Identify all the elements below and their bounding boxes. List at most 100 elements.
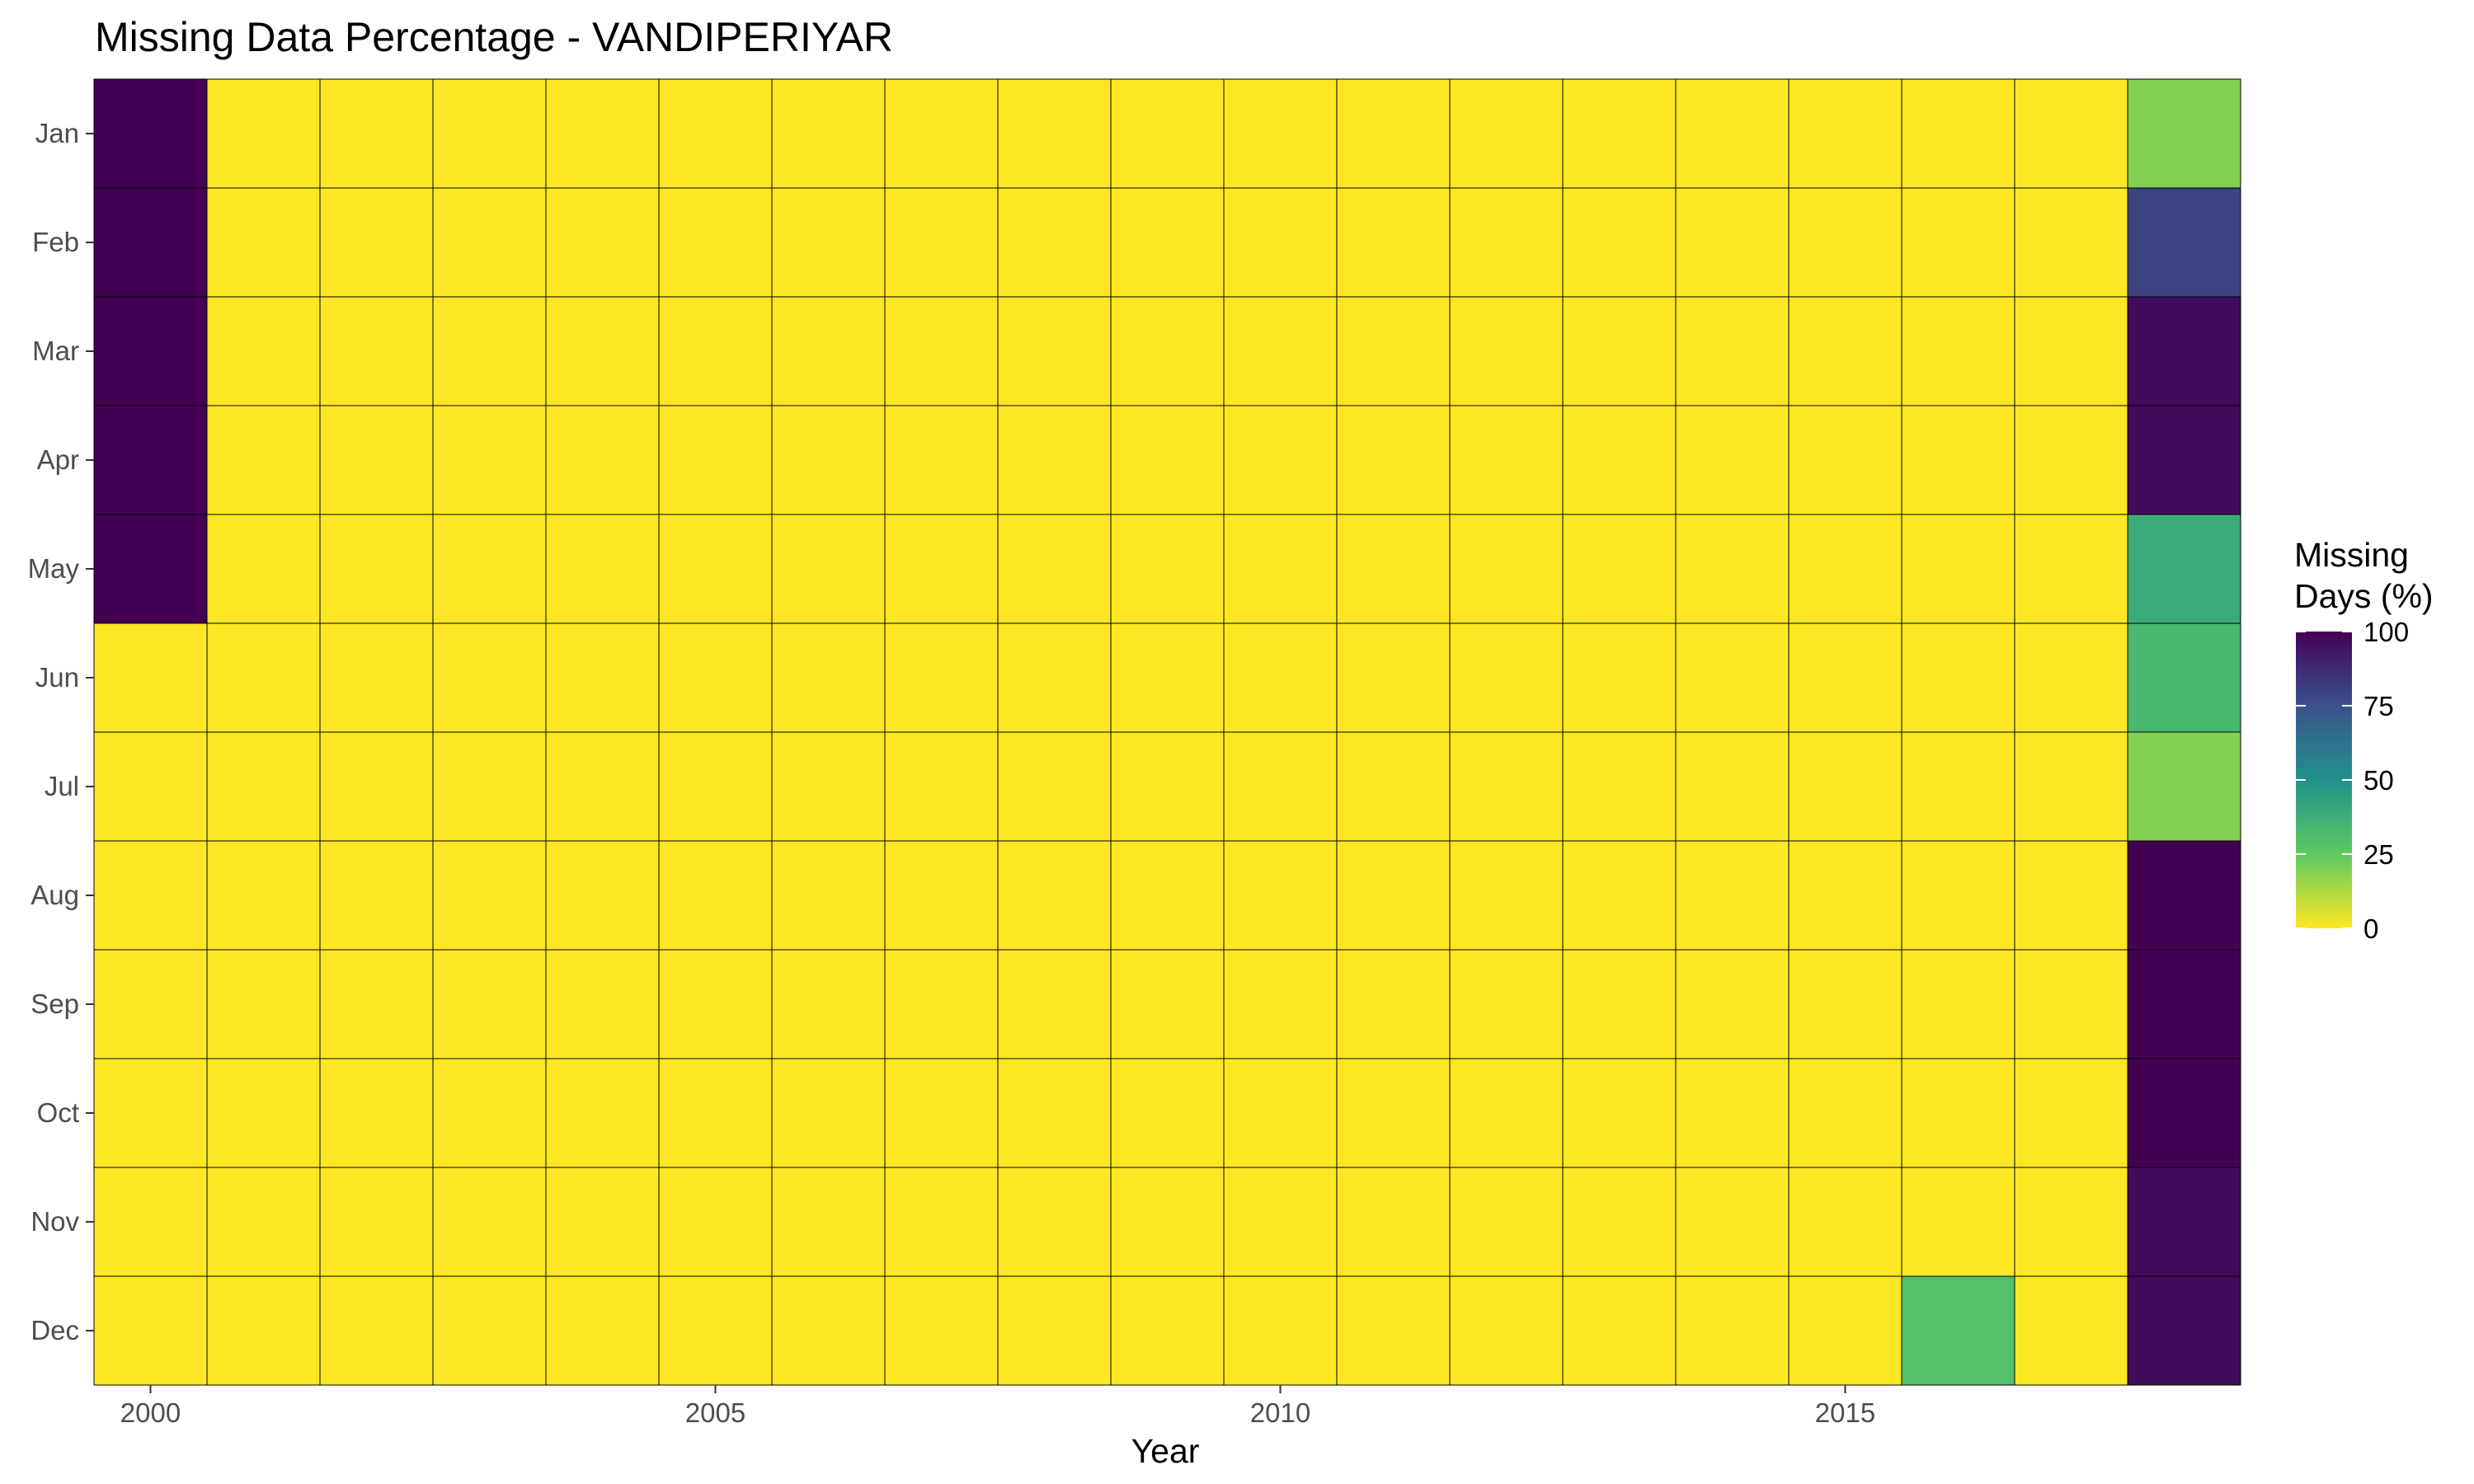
heatmap-cell: [93, 405, 208, 515]
heatmap-cell: [2127, 840, 2241, 951]
heatmap-cell: [658, 405, 773, 515]
heatmap-cell: [545, 405, 660, 515]
heatmap-cell: [432, 296, 547, 406]
heatmap-cell: [206, 405, 321, 515]
heatmap-cell: [206, 296, 321, 406]
heatmap-cell: [206, 731, 321, 842]
heatmap-cell: [1788, 1058, 1903, 1168]
heatmap-cell: [1449, 187, 1564, 298]
heatmap-cell: [319, 840, 434, 951]
heatmap-cell: [1675, 405, 1790, 515]
heatmap-cell: [1336, 187, 1451, 298]
heatmap-cell: [1223, 187, 1338, 298]
legend-title-line-1: Missing: [2294, 536, 2409, 574]
heatmap-cell: [2127, 731, 2241, 842]
heatmap-cell: [884, 622, 999, 733]
heatmap-cell: [1675, 1167, 1790, 1277]
heatmap-cell: [432, 1275, 547, 1386]
x-tick-label: 2015: [1815, 1397, 1875, 1428]
heatmap-cell: [658, 296, 773, 406]
y-tick-label: Aug: [31, 880, 79, 910]
heatmap-cell: [1110, 296, 1225, 406]
heatmap-cell: [1788, 731, 1903, 842]
heatmap-cell: [545, 840, 660, 951]
heatmap-cell: [1788, 405, 1903, 515]
heatmap-cell: [997, 949, 1112, 1059]
heatmap-cell: [658, 514, 773, 624]
heatmap-cell: [432, 405, 547, 515]
heatmap-cell: [1562, 1058, 1677, 1168]
heatmap-cell: [2014, 949, 2128, 1059]
heatmap-cell: [658, 949, 773, 1059]
heatmap-cell: [1901, 1167, 2015, 1277]
heatmap-cell: [2014, 622, 2128, 733]
heatmap-cell: [545, 78, 660, 189]
heatmap-cell: [884, 1167, 999, 1277]
heatmap-cell: [1110, 1058, 1225, 1168]
heatmap-cell: [2127, 1058, 2241, 1168]
heatmap-cell: [771, 187, 886, 298]
heatmap-cell: [658, 78, 773, 189]
heatmap-cell: [1901, 1058, 2015, 1168]
heatmap-cell: [2127, 405, 2241, 515]
heatmap-cell: [545, 514, 660, 624]
heatmap-cell: [997, 405, 1112, 515]
heatmap-cell: [206, 840, 321, 951]
heatmap-cell: [884, 514, 999, 624]
heatmap-cell: [1788, 1167, 1903, 1277]
heatmap-cell: [206, 514, 321, 624]
heatmap-cell: [1901, 840, 2015, 951]
heatmap-cell: [1336, 949, 1451, 1059]
heatmap-cell: [1223, 296, 1338, 406]
heatmap-cell: [1223, 1167, 1338, 1277]
heatmap-cell: [1675, 514, 1790, 624]
y-axis: Jan Feb Mar Apr May Jun Jul Aug Sep Oct Nov Dec: [28, 118, 94, 1345]
heatmap-cell: [1223, 78, 1338, 189]
heatmap-cell: [319, 622, 434, 733]
heatmap-cell: [1110, 187, 1225, 298]
heatmap-cell: [997, 1058, 1112, 1168]
heatmap-cell: [884, 405, 999, 515]
heatmap-cell: [771, 405, 886, 515]
heatmap-cell: [1562, 840, 1677, 951]
heatmap-cell: [432, 949, 547, 1059]
heatmap-cells: [93, 78, 2241, 1386]
heatmap-cell: [2014, 1058, 2128, 1168]
heatmap-cell: [1901, 405, 2015, 515]
heatmap-cell: [432, 731, 547, 842]
heatmap-cell: [884, 78, 999, 189]
heatmap-cell: [1449, 1167, 1564, 1277]
heatmap-cell: [1562, 1167, 1677, 1277]
heatmap-cell: [93, 1167, 208, 1277]
heatmap-cell: [1788, 296, 1903, 406]
heatmap-cell: [206, 187, 321, 298]
heatmap-cell: [1675, 187, 1790, 298]
heatmap-cell: [319, 187, 434, 298]
heatmap-cell: [319, 949, 434, 1059]
heatmap-cell: [771, 78, 886, 189]
heatmap-cell: [997, 840, 1112, 951]
heatmap-cell: [206, 1275, 321, 1386]
heatmap-cell: [1562, 949, 1677, 1059]
heatmap-cell: [1449, 405, 1564, 515]
heatmap-cell: [93, 514, 208, 624]
y-tick-label: Sep: [31, 989, 79, 1019]
heatmap-cell: [432, 514, 547, 624]
heatmap-cell: [1788, 1275, 1903, 1386]
heatmap-cell: [1788, 840, 1903, 951]
heatmap-cell: [1110, 405, 1225, 515]
heatmap-cell: [1788, 514, 1903, 624]
heatmap-cell: [1336, 840, 1451, 951]
heatmap-cell: [1449, 622, 1564, 733]
heatmap-cell: [2014, 78, 2128, 189]
y-tick-label: Dec: [31, 1315, 79, 1345]
heatmap-cell: [1336, 1167, 1451, 1277]
heatmap-cell: [432, 840, 547, 951]
heatmap-cell: [1336, 78, 1451, 189]
y-tick-label: May: [28, 553, 80, 584]
heatmap-cell: [771, 1167, 886, 1277]
heatmap-cell: [1110, 949, 1225, 1059]
y-tick-label: Jul: [45, 771, 79, 801]
heatmap-cell: [1675, 731, 1790, 842]
